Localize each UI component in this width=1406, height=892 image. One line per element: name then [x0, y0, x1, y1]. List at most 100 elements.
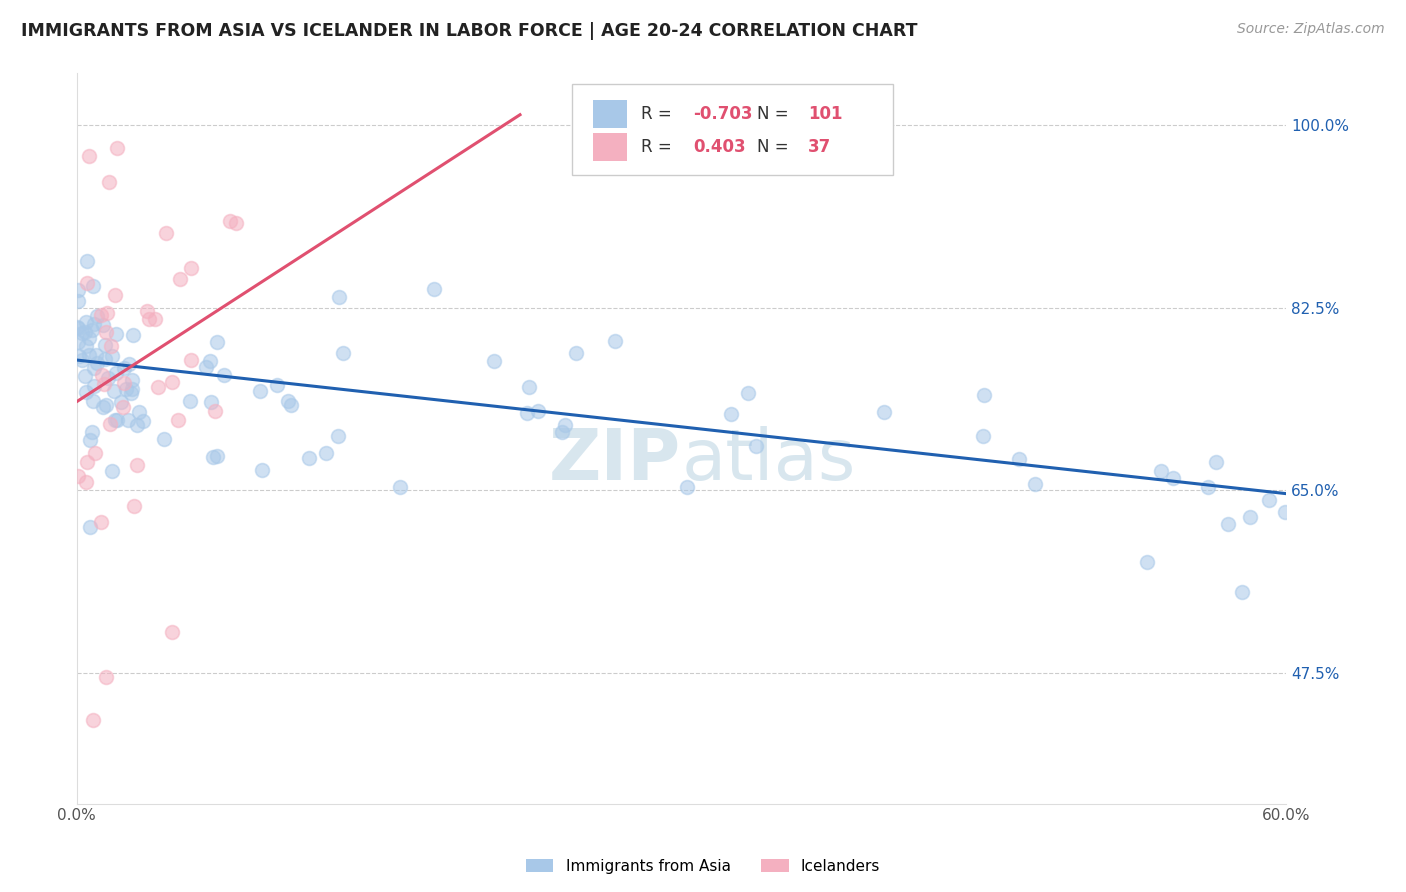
- Point: [96, 326, 118, 340]
- Text: R =: R =: [641, 105, 678, 123]
- Point: [1239, 510, 1261, 524]
- Point: [100, 464, 122, 478]
- Point: [75, 475, 97, 489]
- Text: 37: 37: [808, 137, 831, 156]
- Point: [67, 334, 90, 349]
- Text: ZIP: ZIP: [548, 425, 682, 495]
- Point: [70, 353, 93, 368]
- Point: [565, 346, 588, 360]
- FancyBboxPatch shape: [572, 84, 893, 175]
- Point: [200, 395, 222, 409]
- Text: R =: R =: [641, 137, 678, 156]
- Point: [94, 398, 117, 412]
- Point: [79, 434, 101, 448]
- Point: [1216, 517, 1239, 532]
- Point: [152, 432, 174, 446]
- Point: [1258, 492, 1281, 507]
- Point: [266, 377, 288, 392]
- Point: [66, 469, 89, 483]
- Point: [66, 320, 89, 334]
- Text: IMMIGRANTS FROM ASIA VS ICELANDER IN LABOR FORCE | AGE 20-24 CORRELATION CHART: IMMIGRANTS FROM ASIA VS ICELANDER IN LAB…: [21, 22, 918, 40]
- Point: [218, 213, 240, 227]
- Point: [169, 272, 191, 286]
- Legend: Immigrants from Asia, Icelanders: Immigrants from Asia, Icelanders: [520, 853, 886, 880]
- Point: [128, 405, 150, 419]
- Point: [1161, 470, 1184, 484]
- Point: [155, 226, 177, 240]
- Point: [550, 425, 572, 439]
- FancyBboxPatch shape: [593, 100, 627, 128]
- Point: [122, 499, 145, 513]
- Point: [516, 406, 538, 420]
- Point: [423, 282, 446, 296]
- Point: [82, 279, 104, 293]
- Point: [83, 361, 105, 376]
- Point: [75, 369, 97, 384]
- Point: [180, 261, 202, 276]
- Point: [737, 385, 759, 400]
- Point: [298, 451, 321, 466]
- Point: [121, 373, 143, 387]
- FancyBboxPatch shape: [593, 133, 627, 161]
- Point: [91, 400, 114, 414]
- Point: [204, 403, 226, 417]
- Point: [86, 309, 108, 323]
- Text: N =: N =: [758, 137, 789, 156]
- Point: [97, 175, 120, 189]
- Point: [332, 346, 354, 360]
- Point: [84, 348, 107, 362]
- Point: [1232, 584, 1254, 599]
- Point: [1149, 464, 1171, 478]
- Point: [720, 407, 742, 421]
- Point: [112, 376, 135, 390]
- Point: [249, 384, 271, 398]
- Point: [517, 379, 540, 393]
- Point: [214, 368, 236, 383]
- Point: [100, 350, 122, 364]
- Point: [160, 375, 183, 389]
- Point: [105, 366, 128, 380]
- Point: [93, 376, 115, 391]
- Point: [70, 326, 93, 340]
- Point: [96, 670, 118, 684]
- Point: [79, 348, 101, 362]
- Point: [125, 418, 148, 433]
- Point: [1205, 455, 1227, 469]
- Point: [75, 315, 97, 329]
- Point: [179, 393, 201, 408]
- Point: [280, 398, 302, 412]
- Point: [115, 382, 138, 396]
- Point: [83, 378, 105, 392]
- Point: [76, 276, 98, 290]
- Point: [120, 385, 142, 400]
- Point: [82, 713, 104, 727]
- Point: [1197, 480, 1219, 494]
- Point: [200, 354, 222, 368]
- Point: [104, 413, 127, 427]
- Text: N =: N =: [758, 105, 789, 123]
- Point: [135, 303, 157, 318]
- Point: [180, 353, 202, 368]
- Point: [143, 311, 166, 326]
- Point: [202, 450, 225, 464]
- Point: [1274, 506, 1296, 520]
- Point: [100, 417, 122, 432]
- Point: [112, 401, 135, 415]
- Point: [103, 384, 125, 399]
- Point: [972, 429, 994, 443]
- Point: [66, 283, 89, 297]
- Point: [83, 318, 105, 332]
- Point: [73, 325, 96, 339]
- Point: [97, 371, 120, 385]
- Point: [86, 356, 108, 370]
- Point: [328, 290, 350, 304]
- Point: [138, 311, 160, 326]
- Point: [76, 253, 98, 268]
- Point: [121, 382, 143, 396]
- Point: [105, 413, 128, 427]
- Point: [76, 455, 98, 469]
- Point: [100, 339, 122, 353]
- Point: [91, 318, 114, 332]
- Point: [94, 338, 117, 352]
- Point: [82, 425, 104, 439]
